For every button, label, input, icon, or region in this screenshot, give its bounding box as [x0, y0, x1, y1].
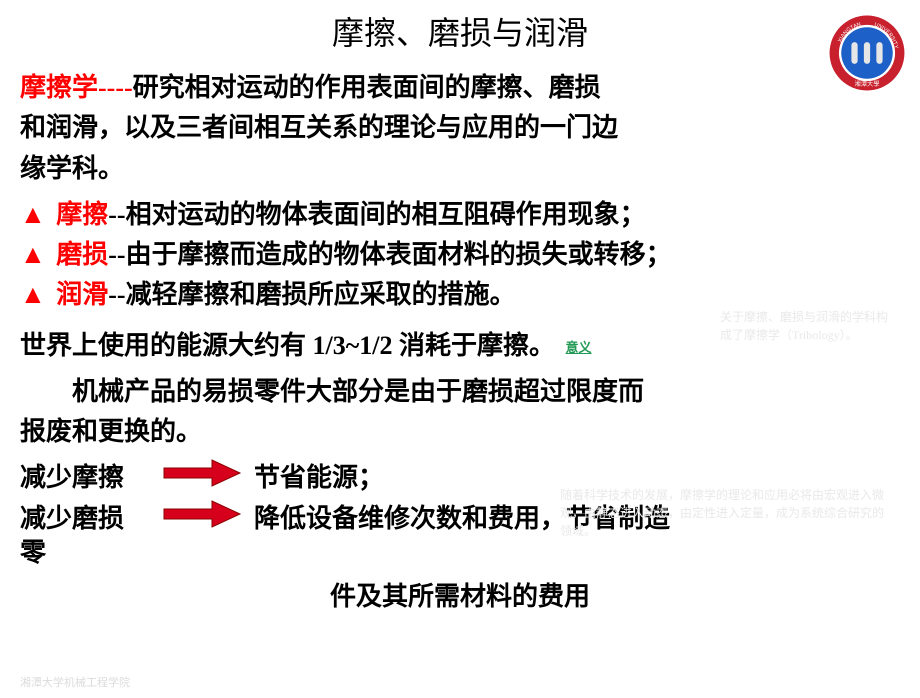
triangle-icon: ▲: [20, 235, 46, 275]
meaning-link[interactable]: 意义: [565, 340, 591, 355]
intro-paragraph: 摩擦学----研究相对运动的作用表面间的摩擦、磨损 和润滑，以及三者间相互关系的…: [20, 68, 900, 189]
bullet-dash: --: [108, 200, 125, 229]
row-label: 减少磨损: [20, 498, 150, 535]
bullet-wear: ▲ 磨损--由于摩擦而造成的物体表面材料的损失或转移；: [20, 235, 900, 275]
triangle-icon: ▲: [20, 195, 46, 235]
mech-paragraph: 机械产品的易损零件大部分是由于磨损超过限度而 报废和更换的。: [20, 372, 900, 453]
bullet-term: 摩擦: [56, 200, 108, 229]
cut-line: 件及其所需材料的费用: [20, 577, 900, 617]
bullet-term: 磨损: [56, 240, 108, 269]
arrow-icon: [162, 458, 242, 493]
university-logo: XIANGTAN UNIVERSITY 湘潭大學: [828, 14, 906, 92]
intro-l2: 和润滑，以及三者间相互关系的理论与应用的一门边: [20, 113, 618, 142]
intro-l3: 缘学科。: [20, 154, 124, 183]
row-label: 减少摩擦: [20, 457, 150, 494]
triangle-icon: ▲: [20, 275, 46, 315]
mech-l1: 机械产品的易损零件大部分是由于磨损超过限度而: [72, 377, 644, 406]
slide: 摩擦、磨损与润滑 XIANGTAN UNIVERSITY 湘潭大學 摩擦学---…: [0, 8, 920, 698]
ghost-note-1: 关于摩擦、磨损与润滑的学科构成了摩擦学（Tribology）。: [720, 308, 890, 344]
bullet-term: 润滑: [56, 280, 108, 309]
row-result: 节省能源；: [254, 457, 384, 494]
arrow-icon: [162, 499, 242, 534]
intro-term: 摩擦学----: [20, 73, 133, 102]
bullet-dash: --: [108, 240, 125, 269]
bullet-text: 相对运动的物体表面间的相互阻碍作用现象；: [126, 200, 646, 229]
energy-text: 世界上使用的能源大约有 1/3~1/2 消耗于摩擦。: [20, 331, 555, 360]
bullet-text: 由于摩擦而造成的物体表面材料的损失或转移；: [126, 240, 672, 269]
bullet-text: 减轻摩擦和磨损所应采取的措施。: [126, 280, 516, 309]
logo-text-bottom: 湘潭大學: [855, 80, 880, 88]
ghost-note-2: 随着科学技术的发展，摩擦学的理论和应用必将由宏观进入微观，由静态进入动态，由定性…: [560, 486, 890, 540]
footer-text: 湘潭大学机械工程学院: [20, 674, 130, 690]
mech-l2: 报废和更换的。: [20, 417, 202, 446]
bullet-dash: --: [108, 280, 125, 309]
bullet-friction: ▲ 摩擦--相对运动的物体表面间的相互阻碍作用现象；: [20, 195, 900, 235]
slide-title: 摩擦、磨损与润滑: [20, 8, 900, 54]
intro-l1: 研究相对运动的作用表面间的摩擦、磨损: [133, 73, 601, 102]
